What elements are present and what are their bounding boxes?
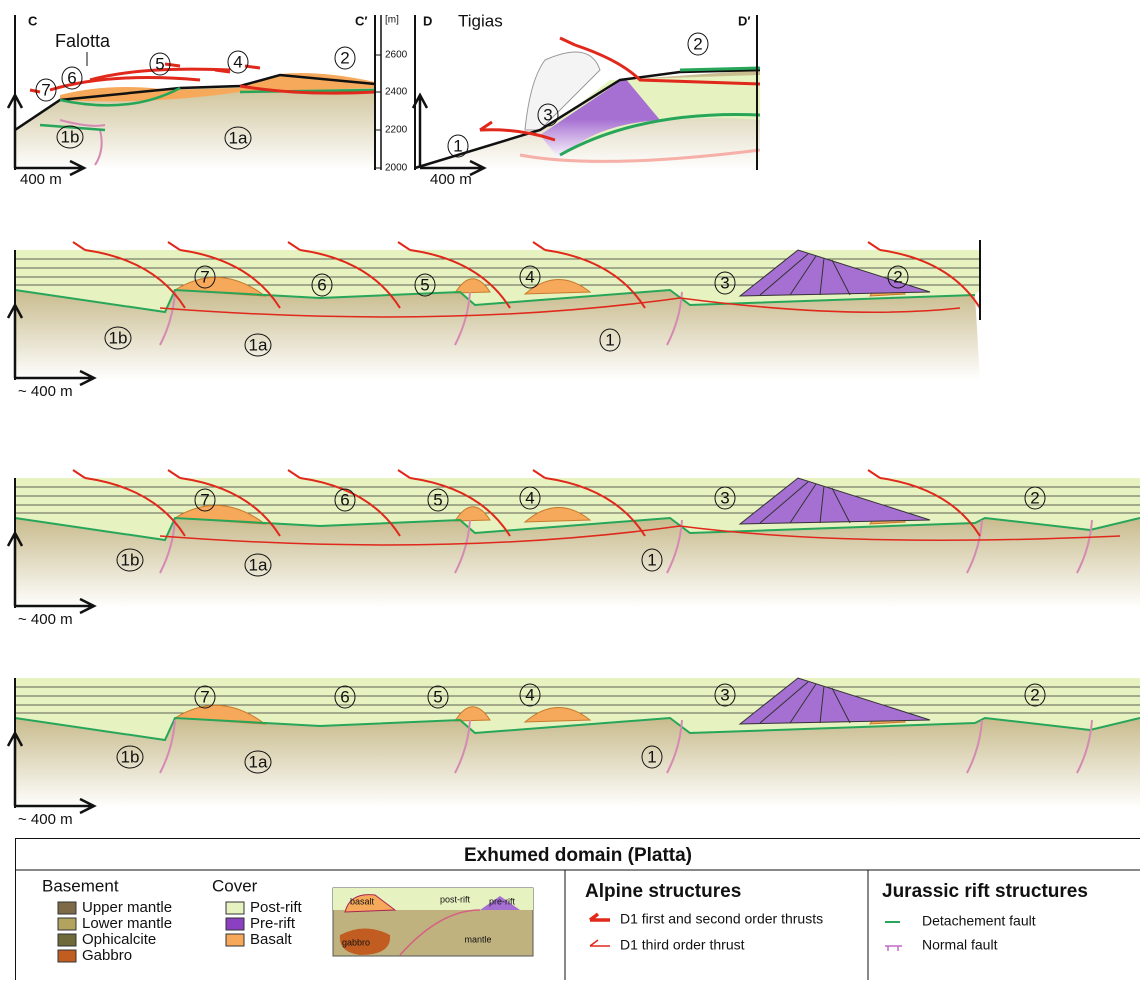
unit-label: 1b bbox=[121, 550, 140, 569]
unit-label: 2 bbox=[340, 48, 349, 67]
inset-label: basalt bbox=[350, 896, 375, 906]
restored-section: ~ 400 m 7 6 5 4 3 2 1b 1a 1 bbox=[8, 678, 1140, 828]
inset-label: gabbro bbox=[342, 937, 370, 947]
unit-label: 3 bbox=[720, 685, 729, 704]
unit-label: 1 bbox=[453, 136, 462, 155]
legend-item: D1 third order thrust bbox=[620, 937, 745, 953]
unit-label: 4 bbox=[233, 52, 242, 71]
unit-label: 6 bbox=[340, 687, 349, 706]
unit-label: 7 bbox=[41, 80, 50, 99]
unit-label: 5 bbox=[155, 54, 164, 73]
section-cc: C C′ Falotta 400 m bbox=[8, 13, 375, 188]
unit-label: 6 bbox=[317, 275, 326, 294]
unit-label: 2 bbox=[1030, 488, 1039, 507]
scale-label: ~ 400 m bbox=[18, 383, 73, 400]
legend: Exhumed domain (Platta) Basement Cover A… bbox=[15, 839, 1140, 981]
label: C bbox=[28, 13, 38, 28]
restored-section: ~ 400 m 7 6 5 4 3 2 1b 1a 1 bbox=[8, 240, 980, 400]
legend-heading: Alpine structures bbox=[585, 881, 741, 902]
unit-label: 4 bbox=[525, 267, 534, 286]
legend-item: Gabbro bbox=[82, 947, 132, 964]
unit-label: 2 bbox=[1030, 685, 1039, 704]
legend-item: Upper mantle bbox=[82, 899, 172, 916]
unit-label: 1a bbox=[249, 335, 268, 354]
swatch bbox=[58, 918, 76, 930]
tick-label: 2600 bbox=[385, 50, 408, 61]
scale-label: 400 m bbox=[430, 171, 472, 188]
axis-unit: [m] bbox=[385, 15, 399, 26]
unit-label: 7 bbox=[200, 490, 209, 509]
unit-label: 6 bbox=[67, 68, 76, 87]
unit-label: 7 bbox=[200, 687, 209, 706]
scale-label: ~ 400 m bbox=[18, 811, 73, 828]
tick-label: 2000 bbox=[385, 163, 408, 174]
legend-item: Basalt bbox=[250, 931, 293, 948]
inset-label: post-rift bbox=[440, 894, 471, 904]
unit-label: 6 bbox=[340, 490, 349, 509]
unit-label: 4 bbox=[525, 488, 534, 507]
inset-label: mantle bbox=[464, 934, 491, 944]
swatch bbox=[58, 950, 76, 962]
legend-item: Post-rift bbox=[250, 899, 303, 916]
restored-section: ~ 400 m 7 6 5 4 3 2 1b 1a 1 bbox=[8, 470, 1140, 628]
locality: Tigias bbox=[458, 11, 503, 30]
unit-label: 3 bbox=[720, 273, 729, 292]
legend-item: Normal fault bbox=[922, 937, 998, 953]
label: D bbox=[423, 13, 432, 28]
unit-label: 1 bbox=[605, 330, 614, 349]
unit-label: 2 bbox=[693, 34, 702, 53]
scale-label: 400 m bbox=[20, 171, 62, 188]
legend-heading: Jurassic rift structures bbox=[882, 881, 1088, 902]
unit-label: 1b bbox=[61, 127, 80, 146]
unit-label: 1 bbox=[647, 747, 656, 766]
label: D′ bbox=[738, 13, 751, 28]
unit-label: 1a bbox=[249, 555, 268, 574]
locality: Falotta bbox=[55, 31, 111, 51]
swatch bbox=[58, 902, 76, 914]
unit-label: 1 bbox=[647, 550, 656, 569]
legend-item: D1 first and second order thrusts bbox=[620, 911, 823, 927]
unit-label: 1a bbox=[249, 752, 268, 771]
unit-label: 1a bbox=[229, 128, 248, 147]
unit-label: 3 bbox=[543, 105, 552, 124]
scale-label: ~ 400 m bbox=[18, 611, 73, 628]
unit-label: 1b bbox=[109, 328, 128, 347]
legend-item: Detachement fault bbox=[922, 913, 1036, 929]
unit-label: 4 bbox=[525, 685, 534, 704]
unit-label: 5 bbox=[420, 275, 429, 294]
inset-label: pre-rift bbox=[489, 896, 516, 906]
swatch bbox=[226, 918, 244, 930]
unit-label: 2 bbox=[893, 267, 902, 286]
unit-label: 5 bbox=[433, 490, 442, 509]
swatch bbox=[58, 934, 76, 946]
legend-title: Exhumed domain (Platta) bbox=[464, 845, 692, 866]
unit-label: 3 bbox=[720, 488, 729, 507]
legend-heading: Cover bbox=[212, 876, 258, 895]
legend-item: Pre-rift bbox=[250, 915, 296, 932]
section-dd: D D′ Tigias 400 m bbox=[413, 11, 760, 187]
legend-item: Lower mantle bbox=[82, 915, 172, 932]
label: C′ bbox=[355, 13, 368, 28]
unit-label: 5 bbox=[433, 687, 442, 706]
legend-heading: Basement bbox=[42, 876, 119, 895]
unit-label: 7 bbox=[200, 267, 209, 286]
swatch bbox=[226, 934, 244, 946]
tick-label: 2200 bbox=[385, 125, 408, 136]
tick-label: 2400 bbox=[385, 87, 408, 98]
swatch bbox=[226, 902, 244, 914]
legend-item: Ophicalcite bbox=[82, 931, 156, 948]
unit-label: 1b bbox=[121, 747, 140, 766]
